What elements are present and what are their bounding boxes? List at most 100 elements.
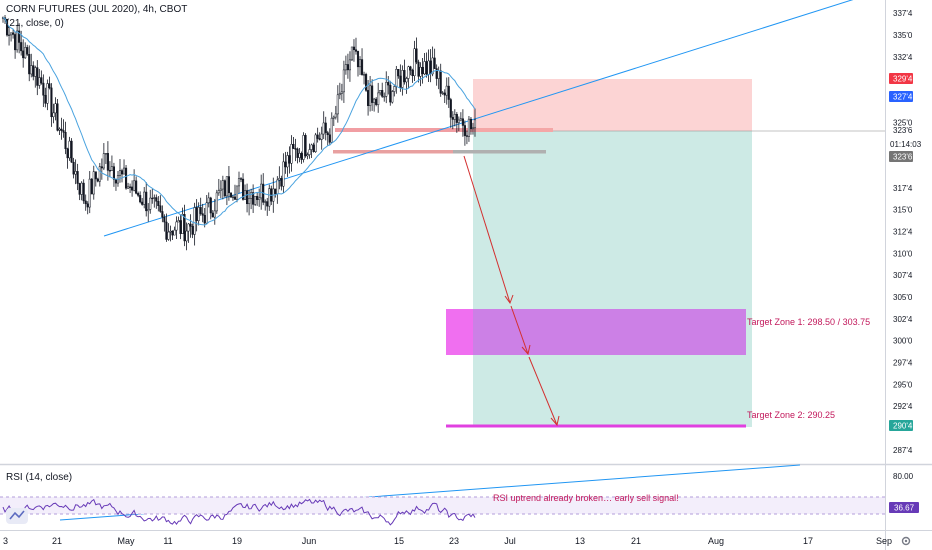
candle-body [332, 116, 335, 119]
candle-body [58, 128, 61, 131]
candle-body [288, 155, 291, 164]
projection-arrows [463, 155, 560, 427]
target-zone-1-label: Target Zone 1: 298.50 / 303.75 [747, 317, 870, 327]
tag-rsi-value-text: 36.67 [894, 504, 915, 513]
target-zone-1-left [446, 309, 473, 355]
indicator-label: (21, close, 0) [6, 18, 64, 29]
candle-body [461, 118, 464, 126]
candle-body [241, 178, 245, 200]
candle-body [399, 75, 402, 88]
candle-body [445, 85, 448, 96]
price-axis-label: 295'0 [893, 380, 913, 389]
candle-body [76, 171, 79, 184]
candle-body [209, 197, 212, 214]
candle-body [455, 114, 458, 123]
candle-body [371, 85, 374, 103]
candle-body [20, 42, 23, 52]
candle-body [467, 118, 470, 137]
candle-body [207, 197, 210, 203]
candle-body [195, 207, 198, 221]
moving-average-line [2, 17, 476, 226]
candle-body [463, 125, 466, 136]
price-pane[interactable] [0, 0, 885, 463]
trendline-price[interactable] [103, 0, 858, 237]
candle-body [457, 119, 460, 123]
candle-body [348, 59, 351, 71]
candle-body [60, 128, 63, 131]
candle-body [213, 210, 216, 218]
projection-arrowhead-1 [504, 294, 514, 305]
candle-body [171, 230, 174, 236]
candle-body [248, 198, 251, 205]
candle-body [459, 118, 462, 121]
time-axis-label: 13 [575, 536, 585, 546]
settings-icon[interactable] [901, 536, 911, 546]
candle-body [68, 140, 71, 159]
price-axis-label: 300'0 [893, 337, 913, 346]
candle-body [373, 98, 376, 103]
candle-body [46, 83, 49, 104]
candle-body [26, 47, 29, 55]
candle-body [201, 213, 204, 216]
candle-body [276, 179, 279, 194]
candle-body [362, 74, 366, 76]
time-axis-label: 17 [803, 536, 813, 546]
candle-body [298, 153, 301, 158]
candle-body [90, 178, 93, 195]
tag-upper-box [889, 73, 913, 84]
candle-body [193, 207, 196, 235]
tag-upper-box-text: 329'4 [893, 75, 913, 84]
candle-body [304, 135, 307, 157]
price-axis-label: 312'4 [893, 228, 913, 237]
candle-body [324, 122, 327, 133]
candle-body [375, 98, 378, 105]
candle-body [94, 171, 97, 180]
target-zone-2-line[interactable] [446, 424, 746, 428]
candle-body [219, 188, 222, 191]
candle-body [342, 69, 345, 93]
candle-body [312, 144, 315, 152]
candle-body [169, 230, 172, 233]
candle-body [98, 166, 101, 182]
candle-body [197, 207, 200, 221]
candle-body [225, 176, 228, 197]
candle-body [385, 82, 388, 97]
candle-body [96, 178, 99, 182]
candle-body [322, 122, 325, 135]
candle-body [328, 134, 331, 143]
price-axis-label: 317'4 [893, 184, 913, 193]
candle-body [22, 50, 25, 59]
candle-body [205, 202, 208, 224]
candle-body [147, 209, 150, 212]
candle-body [106, 153, 109, 171]
candle-body [135, 180, 138, 194]
candle-body [395, 69, 398, 87]
candle-body [302, 135, 305, 160]
candle-body [266, 201, 269, 207]
candle-body [50, 87, 53, 118]
candle-body [177, 220, 180, 223]
profit-zone[interactable] [473, 131, 752, 427]
tag-rsi-value [889, 502, 919, 513]
candle-body [310, 144, 313, 150]
candle-body [350, 46, 354, 61]
candle-body [139, 195, 142, 203]
candle-body [290, 143, 293, 164]
candle-body [336, 94, 339, 115]
candle-body [407, 66, 410, 79]
candle-body [409, 66, 412, 71]
candle-body [423, 61, 426, 75]
price-axis-label: 315'0 [893, 206, 913, 215]
stop-loss-zone[interactable] [473, 79, 752, 131]
target-zone-1-box[interactable] [446, 309, 746, 355]
candle-body [439, 70, 442, 94]
candle-body [264, 201, 267, 203]
candle-body [159, 205, 162, 212]
candle-body [451, 117, 454, 120]
candle-body [84, 200, 87, 205]
candle-body [114, 179, 118, 184]
candle-body [421, 67, 424, 75]
candle-body [165, 221, 168, 240]
candle-body [80, 182, 83, 195]
